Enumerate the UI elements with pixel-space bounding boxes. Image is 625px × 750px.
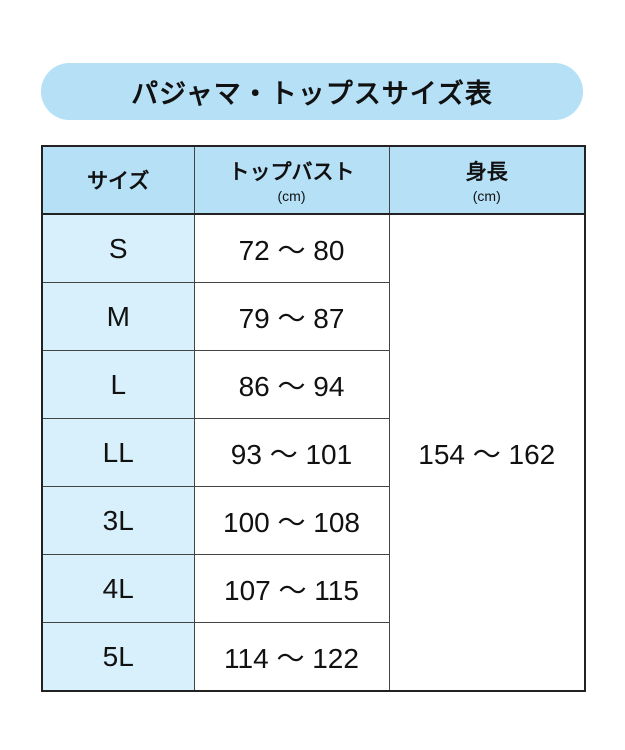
header-size: サイズ [41,145,195,215]
header-label: 身長 [465,161,508,184]
height-cell: 154 〜 162 [388,213,586,692]
bust-cell: 72 〜 80 [193,213,390,283]
table-row: 4L 107 〜 115 [41,554,585,623]
bust-cell: 107 〜 115 [193,554,390,623]
size-cell: LL [41,418,195,487]
size-cell: S [41,213,195,283]
size-cell: L [41,350,195,419]
table-header-row: サイズ トップバスト (cm) 身長 (cm) [41,145,586,215]
size-cell: M [41,282,195,351]
bust-cell: 114 〜 122 [193,622,390,692]
header-label: トップバスト [228,161,355,184]
table-row: M 79 〜 87 [41,282,585,351]
table-row: 3L 100 〜 108 [41,486,585,555]
size-cell: 5L [41,622,195,692]
page-title: パジャマ・トップスサイズ表 [41,63,583,120]
table-row: S 72 〜 80 154 〜 162 [41,213,586,692]
size-table: サイズ トップバスト (cm) 身長 (cm) S 72 〜 80 154 〜 162… [41,145,586,692]
bust-cell: 100 〜 108 [193,486,390,555]
size-cell: 4L [41,554,195,623]
bust-cell: 86 〜 94 [193,350,390,419]
header-label: サイズ [87,170,150,193]
header-unit: (cm) [472,188,501,204]
header-height: 身長 (cm) [388,145,586,215]
size-cell: 3L [41,486,195,555]
table-row: L 86 〜 94 [41,350,585,419]
table-row: 5L 114 〜 122 [41,622,585,692]
header-unit: (cm) [277,188,306,204]
bust-cell: 93 〜 101 [193,418,390,487]
bust-cell: 79 〜 87 [193,282,390,351]
header-top-bust: トップバスト (cm) [193,145,390,215]
table-row: LL 93 〜 101 [41,418,585,487]
